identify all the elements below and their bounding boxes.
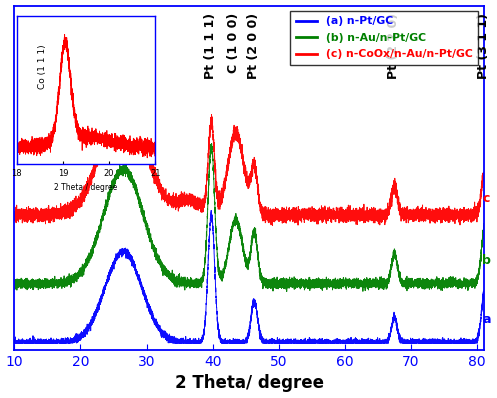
Text: a: a	[482, 313, 491, 326]
Text: Pt (2 2 0): Pt (2 2 0)	[387, 13, 400, 79]
X-axis label: 2 Theta/ degree: 2 Theta/ degree	[174, 375, 324, 392]
Text: b: b	[482, 254, 491, 267]
Text: Pt (1 1 1): Pt (1 1 1)	[204, 13, 217, 79]
Text: Pt (3 1 1): Pt (3 1 1)	[477, 13, 490, 79]
Text: c: c	[482, 192, 490, 205]
Legend: (a) n-Pt/GC, (b) n-Au/n-Pt/GC, (c) n-CoOx/n-Au/n-Pt/GC: (a) n-Pt/GC, (b) n-Au/n-Pt/GC, (c) n-CoO…	[290, 11, 478, 65]
Text: C (1 0 0): C (1 0 0)	[227, 13, 241, 73]
Text: Pt (2 0 0): Pt (2 0 0)	[247, 13, 260, 79]
Text: C (0 0 2): C (0 0 2)	[54, 69, 140, 87]
